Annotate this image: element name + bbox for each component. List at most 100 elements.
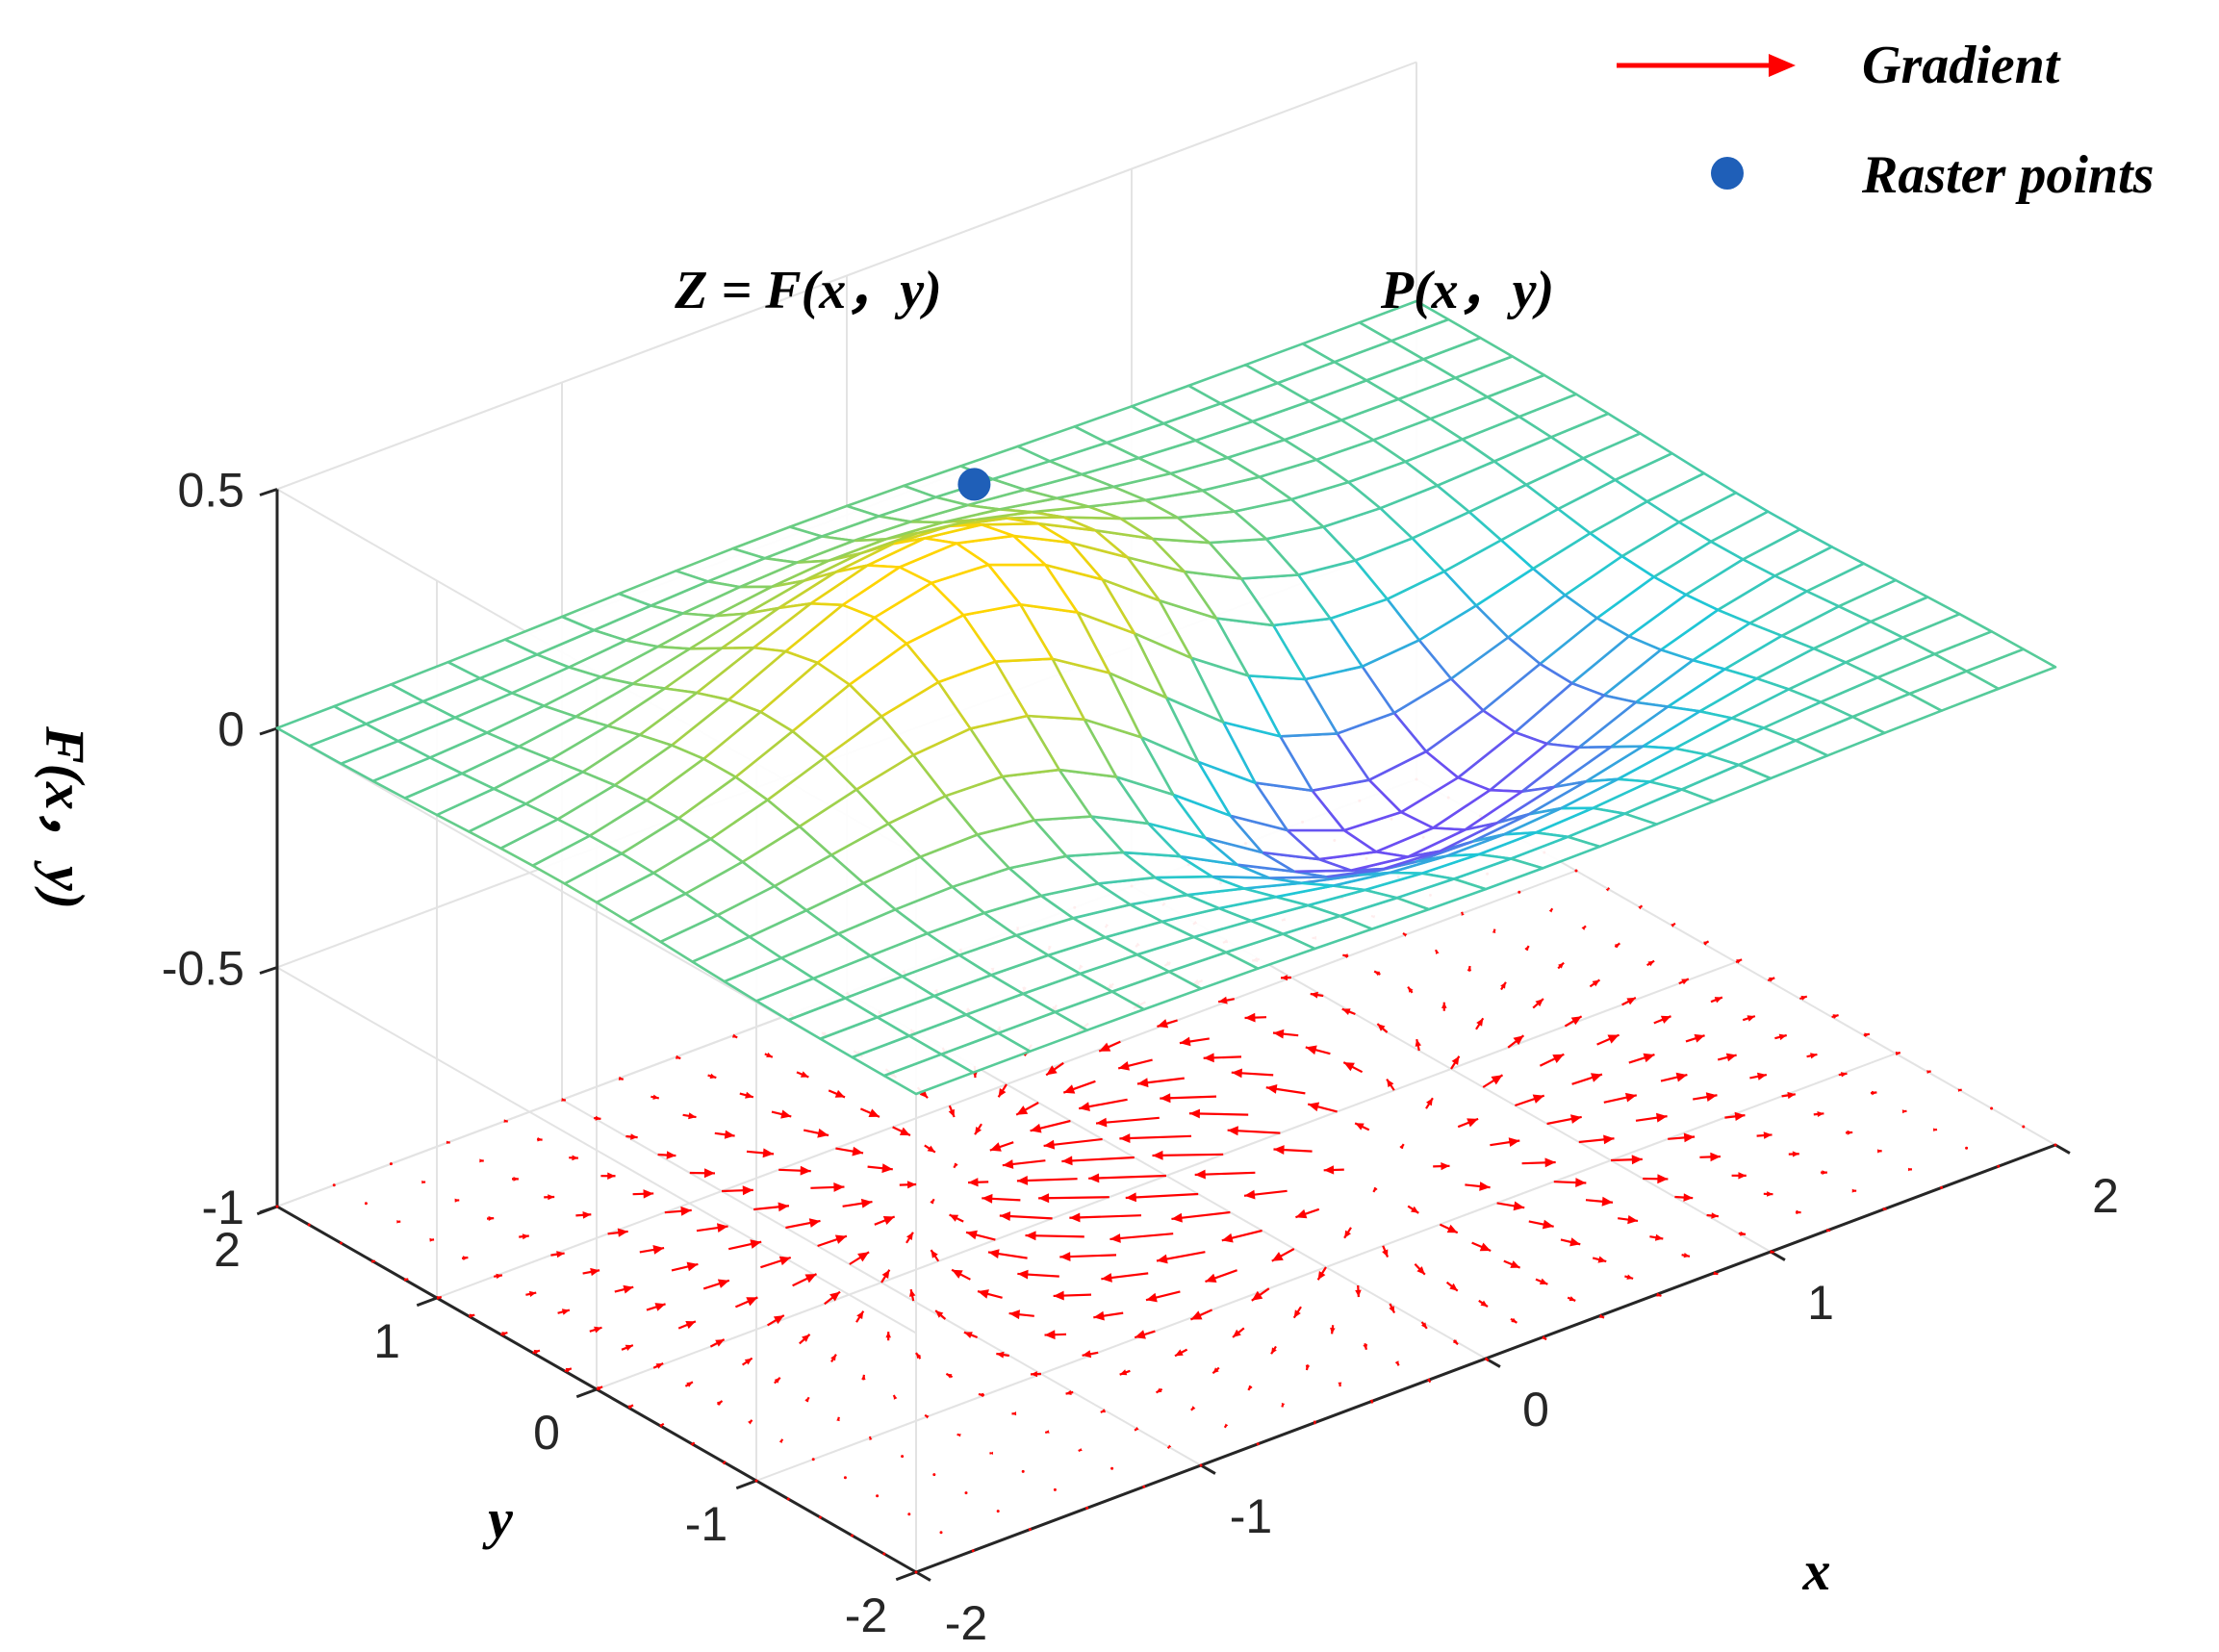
gradient-arrow-head bbox=[1654, 1233, 1664, 1241]
gradient-arrow-74 bbox=[734, 1296, 758, 1309]
gradient-arrow-129 bbox=[1155, 1387, 1163, 1394]
gradient-arrow-306 bbox=[1305, 1045, 1331, 1055]
gradient-arrow-dot bbox=[1256, 1442, 1260, 1446]
gradient-arrow-head bbox=[817, 1128, 829, 1138]
gradient-arrow-head bbox=[1598, 1313, 1604, 1318]
gradient-arrow-head bbox=[778, 1438, 783, 1443]
gradient-arrow-12 bbox=[532, 1349, 541, 1355]
gradient-arrow-237 bbox=[1343, 1227, 1352, 1239]
gradient-arrow-head bbox=[659, 1423, 664, 1428]
gradient-arrow-200 bbox=[1016, 1176, 1078, 1185]
gradient-arrow-head bbox=[1926, 1070, 1931, 1074]
gradient-arrow-head bbox=[454, 1198, 460, 1203]
gradient-arrow-dot bbox=[1574, 869, 1578, 873]
gradient-arrow-348 bbox=[1441, 1002, 1447, 1011]
gradient-arrow-head bbox=[1703, 941, 1709, 946]
gradient-arrow-head bbox=[1675, 1072, 1688, 1082]
gradient-arrow-0 bbox=[914, 1570, 918, 1574]
gradient-arrow-224 bbox=[1015, 1102, 1039, 1116]
gradient-arrow-215 bbox=[1316, 1266, 1327, 1281]
gradient-arrow-head bbox=[1244, 1189, 1256, 1200]
gradient-arrow-301 bbox=[1490, 1137, 1520, 1147]
gradient-arrow-head bbox=[1656, 1292, 1662, 1297]
gradient-arrow-21 bbox=[971, 1549, 975, 1553]
gradient-arrow-head bbox=[1415, 1039, 1421, 1047]
gradient-arrow-head bbox=[1479, 1242, 1492, 1252]
gradient-arrow-head bbox=[1605, 887, 1610, 892]
gradient-arrow-head bbox=[1638, 905, 1643, 910]
gradient-arrow-109 bbox=[1065, 1389, 1074, 1395]
gradient-arrow-head bbox=[744, 1358, 752, 1365]
z-tick-label-1: -0.5 bbox=[162, 942, 244, 996]
z-tick-mark-0 bbox=[259, 1205, 278, 1214]
gradient-arrow-head bbox=[488, 1216, 495, 1221]
gradient-arrow-193 bbox=[1292, 1306, 1302, 1319]
point-layer bbox=[957, 468, 991, 501]
gradient-arrow-head bbox=[1524, 946, 1529, 952]
gradient-arrow-head bbox=[1156, 1387, 1162, 1393]
gradient-arrow-dot bbox=[389, 1162, 393, 1166]
gradient-arrow-head bbox=[396, 1220, 401, 1224]
gradient-arrow-head bbox=[1313, 1420, 1317, 1425]
gradient-arrow-head bbox=[1061, 1156, 1073, 1166]
gradient-arrow-18 bbox=[339, 1241, 343, 1245]
gradient-arrow-dot bbox=[1518, 890, 1521, 894]
gradient-arrow-head bbox=[597, 1386, 603, 1391]
gradient-arrow-14 bbox=[468, 1313, 475, 1318]
gradient-arrow-head bbox=[1683, 1132, 1696, 1143]
gradient-arrow-43 bbox=[996, 1510, 1000, 1513]
gradient-arrow-87 bbox=[1044, 1430, 1050, 1434]
z-tick-label-0: -1 bbox=[202, 1181, 244, 1234]
gradient-arrow-274 bbox=[1624, 1274, 1634, 1280]
gradient-arrow-392 bbox=[1492, 928, 1496, 933]
gradient-arrow-404 bbox=[1838, 1072, 1848, 1078]
gradient-arrow-137 bbox=[905, 1232, 914, 1244]
gradient-arrow-410 bbox=[1646, 959, 1655, 967]
gradient-arrow-61 bbox=[421, 1180, 426, 1184]
gradient-arrow-head bbox=[956, 1434, 961, 1437]
gradient-arrow-head bbox=[501, 1332, 508, 1336]
gradient-arrow-head bbox=[1157, 1019, 1169, 1029]
gradient-arrow-head bbox=[909, 1289, 916, 1297]
gradient-arrow-head bbox=[1305, 1045, 1317, 1055]
gradient-arrow-head bbox=[421, 1180, 426, 1184]
gradient-arrow-head bbox=[1426, 1378, 1431, 1383]
gradient-arrow-dot bbox=[1997, 1164, 2001, 1168]
gradient-arrow-head bbox=[1421, 1322, 1427, 1329]
gradient-arrow-95 bbox=[792, 1273, 817, 1287]
gradient-arrow-36 bbox=[494, 1273, 503, 1280]
gradient-arrow-288 bbox=[1157, 1019, 1178, 1029]
gradient-arrow-103 bbox=[536, 1137, 543, 1142]
gradient-arrow-192 bbox=[1330, 1325, 1336, 1334]
gradient-arrow-128 bbox=[1190, 1406, 1196, 1411]
gradient-arrow-101 bbox=[600, 1172, 616, 1180]
gradient-arrow-head bbox=[1099, 1042, 1111, 1052]
gradient-arrow-399 bbox=[1997, 1164, 2001, 1168]
gradient-arrow-head bbox=[1800, 995, 1807, 1001]
gradient-arrow-276 bbox=[1560, 1237, 1581, 1247]
gradient-arrow-head bbox=[1408, 986, 1414, 993]
gradient-arrow-319 bbox=[1643, 1174, 1669, 1184]
gradient-arrow-122 bbox=[657, 1151, 676, 1159]
gradient-arrow-202 bbox=[989, 1141, 1014, 1152]
gradient-arrow-243 bbox=[1095, 1116, 1160, 1128]
gradient-arrow-head bbox=[915, 1353, 922, 1360]
gradient-arrow-head bbox=[1510, 1260, 1520, 1268]
gradient-arrow-24 bbox=[876, 1494, 880, 1498]
gradient-arrow-130 bbox=[1119, 1369, 1131, 1376]
gradient-arrow-head bbox=[1575, 1178, 1587, 1187]
gradient-arrow-81 bbox=[511, 1177, 519, 1182]
gradient-arrow-head bbox=[802, 1334, 810, 1342]
x-tick-mark-4 bbox=[2054, 1143, 2071, 1155]
gradient-arrow-100 bbox=[632, 1189, 654, 1199]
gradient-arrow-182 bbox=[924, 1144, 936, 1154]
gradient-arrow-head bbox=[533, 1349, 540, 1355]
gradient-arrow-head bbox=[436, 1295, 442, 1301]
gradient-arrow-shaft bbox=[1061, 1156, 1135, 1163]
gradient-arrow-187 bbox=[764, 1052, 774, 1058]
gradient-arrow-shaft bbox=[1119, 1134, 1192, 1140]
gradient-arrow-head bbox=[1330, 1327, 1336, 1334]
gradient-arrow-head bbox=[1011, 1411, 1017, 1416]
gradient-arrow-head bbox=[1146, 1292, 1158, 1303]
